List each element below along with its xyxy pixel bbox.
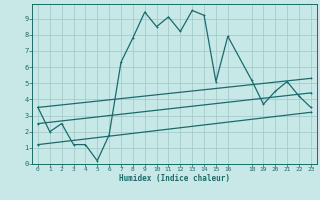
- X-axis label: Humidex (Indice chaleur): Humidex (Indice chaleur): [119, 174, 230, 183]
